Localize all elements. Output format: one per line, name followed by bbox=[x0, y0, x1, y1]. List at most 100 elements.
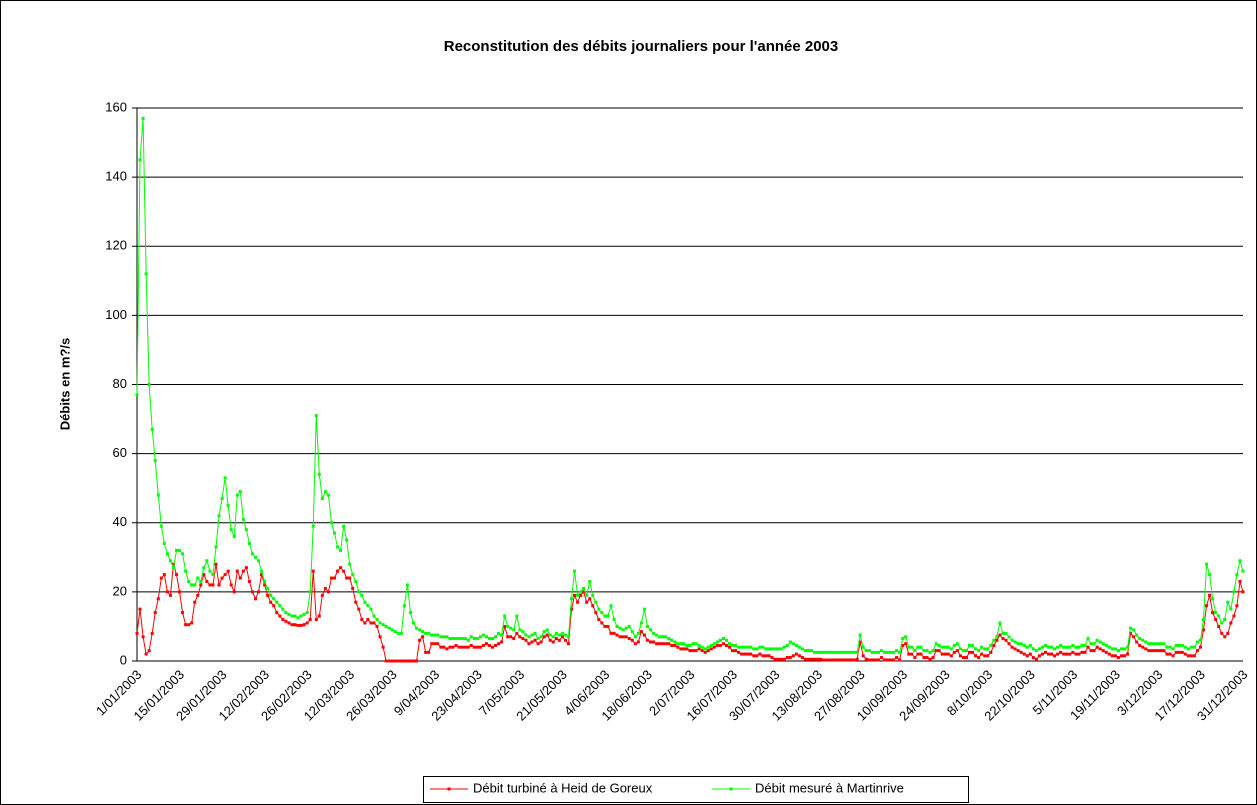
data-point bbox=[1195, 640, 1199, 644]
data-point bbox=[281, 607, 285, 611]
data-point bbox=[1156, 642, 1160, 646]
data-point bbox=[952, 650, 956, 654]
data-point bbox=[320, 593, 324, 597]
data-point bbox=[369, 607, 373, 611]
data-point bbox=[211, 573, 215, 577]
data-point bbox=[737, 650, 741, 654]
data-point bbox=[1089, 649, 1093, 653]
data-point bbox=[767, 647, 771, 651]
data-point bbox=[1062, 645, 1066, 649]
data-point bbox=[1208, 573, 1212, 577]
data-point bbox=[758, 645, 762, 649]
data-point bbox=[503, 624, 507, 628]
data-point bbox=[506, 624, 510, 628]
data-point bbox=[873, 658, 877, 662]
data-point bbox=[551, 635, 555, 639]
data-point bbox=[138, 607, 142, 611]
y-tick-label: 0 bbox=[120, 652, 127, 667]
data-point bbox=[226, 503, 230, 507]
data-point bbox=[1232, 590, 1236, 594]
data-point bbox=[448, 645, 452, 649]
data-point bbox=[1183, 645, 1187, 649]
data-point bbox=[178, 590, 182, 594]
data-point bbox=[150, 427, 154, 431]
data-point bbox=[1110, 647, 1114, 651]
data-point bbox=[1126, 652, 1130, 656]
data-point bbox=[1007, 642, 1011, 646]
data-point bbox=[955, 642, 959, 646]
data-point bbox=[737, 645, 741, 649]
data-point bbox=[782, 657, 786, 661]
data-point bbox=[199, 583, 203, 587]
data-point bbox=[1071, 650, 1075, 654]
data-point bbox=[527, 635, 531, 639]
data-point bbox=[597, 607, 601, 611]
data-point bbox=[293, 623, 297, 627]
data-point bbox=[1059, 643, 1063, 647]
data-point bbox=[427, 631, 431, 635]
data-point bbox=[424, 631, 428, 635]
data-point bbox=[870, 658, 874, 662]
data-point bbox=[961, 656, 965, 660]
data-point bbox=[928, 650, 932, 654]
data-point bbox=[834, 658, 838, 662]
data-point bbox=[390, 659, 394, 663]
data-point bbox=[955, 649, 959, 653]
data-point bbox=[329, 576, 333, 580]
data-point bbox=[387, 659, 391, 663]
data-point bbox=[664, 635, 668, 639]
data-point bbox=[466, 638, 470, 642]
data-point bbox=[287, 612, 291, 616]
data-point bbox=[1135, 640, 1139, 644]
data-point bbox=[904, 642, 908, 646]
data-point bbox=[342, 524, 346, 528]
data-point bbox=[530, 640, 534, 644]
data-point bbox=[706, 649, 710, 653]
data-point bbox=[266, 586, 270, 590]
data-point bbox=[1229, 607, 1233, 611]
data-point bbox=[968, 643, 972, 647]
data-point bbox=[864, 649, 868, 653]
data-point bbox=[144, 272, 148, 276]
data-point bbox=[184, 623, 188, 627]
data-point bbox=[743, 645, 747, 649]
data-point bbox=[399, 659, 403, 663]
data-point bbox=[1138, 637, 1142, 641]
data-point bbox=[876, 650, 880, 654]
data-point bbox=[1098, 647, 1102, 651]
data-point bbox=[591, 593, 595, 597]
data-point bbox=[642, 607, 646, 611]
data-point bbox=[679, 642, 683, 646]
data-point bbox=[570, 607, 573, 611]
data-point bbox=[1056, 652, 1060, 656]
data-point bbox=[1186, 654, 1190, 658]
data-point bbox=[375, 624, 379, 628]
data-point bbox=[563, 638, 567, 642]
data-point bbox=[770, 647, 774, 651]
data-point bbox=[363, 600, 367, 604]
data-point bbox=[421, 635, 425, 639]
data-point bbox=[1019, 650, 1023, 654]
data-point bbox=[797, 654, 801, 658]
data-point bbox=[688, 643, 692, 647]
data-point bbox=[1205, 562, 1209, 566]
data-point bbox=[980, 652, 984, 656]
data-point bbox=[536, 637, 540, 641]
data-point bbox=[1138, 643, 1142, 647]
data-point bbox=[287, 621, 291, 625]
data-point bbox=[1077, 652, 1081, 656]
data-point bbox=[427, 650, 431, 654]
data-point bbox=[278, 604, 282, 608]
data-point bbox=[1113, 654, 1117, 658]
data-point bbox=[1150, 642, 1154, 646]
data-point bbox=[971, 643, 975, 647]
data-point bbox=[694, 642, 698, 646]
data-point bbox=[1022, 643, 1026, 647]
data-point bbox=[916, 645, 920, 649]
data-point bbox=[557, 638, 561, 642]
data-point bbox=[521, 630, 525, 634]
data-point bbox=[712, 642, 716, 646]
data-point bbox=[573, 593, 577, 597]
data-point bbox=[263, 580, 267, 584]
data-point bbox=[551, 640, 555, 644]
